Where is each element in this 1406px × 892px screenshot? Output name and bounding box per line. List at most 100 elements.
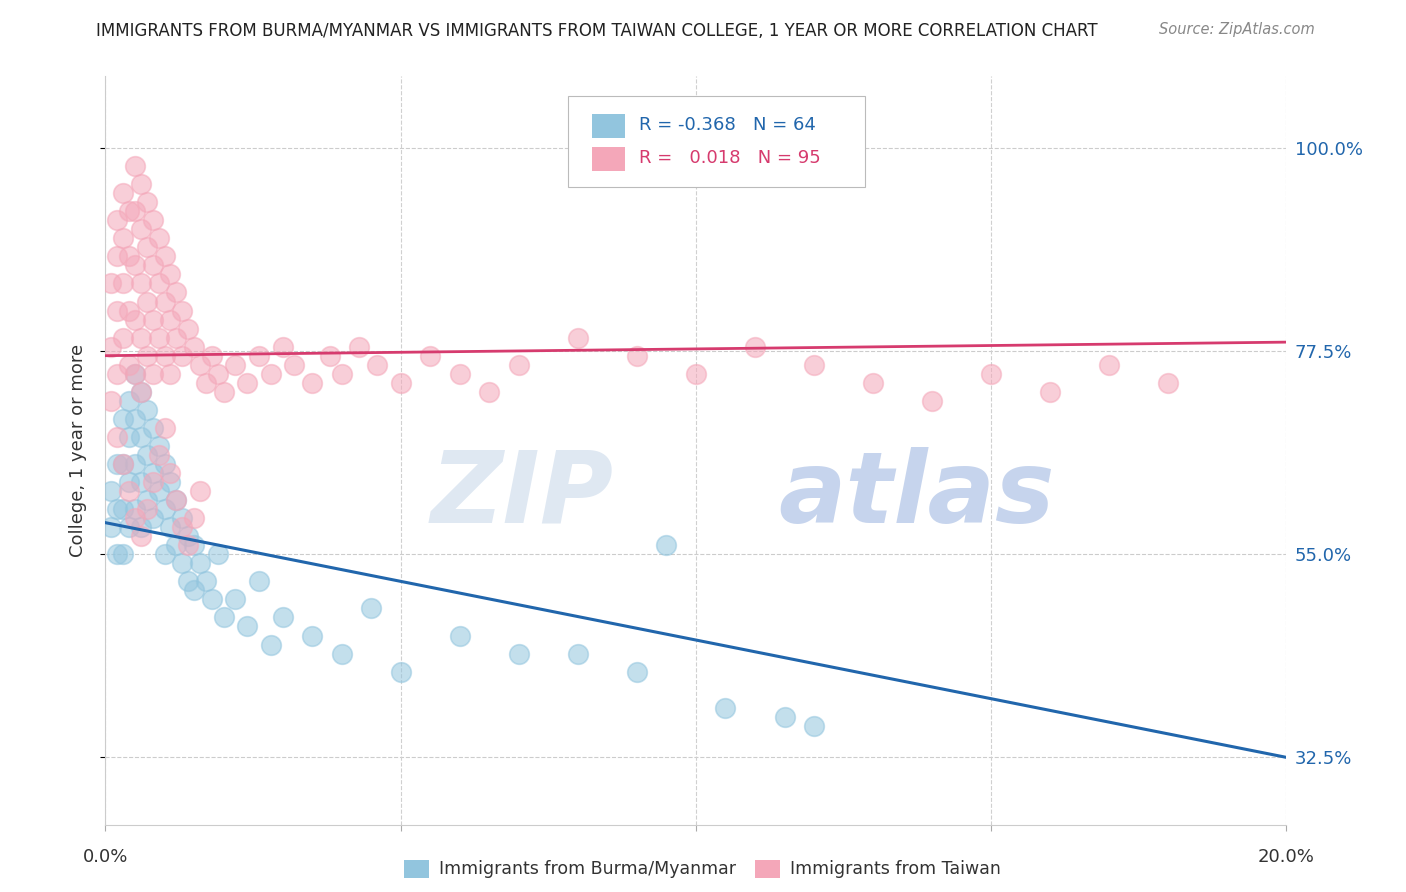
Point [980, 367, 1002, 381]
Point [142, 466, 165, 480]
Point [183, 511, 205, 525]
Point [105, 430, 128, 444]
Point [105, 547, 128, 561]
Point [159, 466, 181, 480]
Point [142, 259, 165, 273]
Text: R = -0.368   N = 64: R = -0.368 N = 64 [640, 116, 815, 134]
Point [118, 358, 141, 372]
Point [247, 349, 270, 363]
Point [655, 538, 678, 552]
Point [172, 557, 194, 571]
Point [567, 330, 589, 344]
Point [124, 367, 146, 381]
Point [135, 502, 157, 516]
Point [172, 520, 194, 534]
Point [183, 538, 205, 552]
Point [188, 484, 211, 499]
Point [142, 367, 165, 381]
Point [165, 493, 187, 508]
Point [366, 358, 388, 372]
Point [349, 340, 371, 354]
Point [135, 448, 157, 462]
Point [124, 502, 146, 516]
Point [129, 384, 152, 399]
Point [260, 638, 283, 652]
Point [118, 520, 141, 534]
Point [118, 249, 141, 263]
Point [135, 493, 157, 508]
Point [319, 349, 342, 363]
Point [129, 520, 152, 534]
Point [224, 358, 246, 372]
Point [177, 538, 200, 552]
Point [129, 222, 152, 236]
Point [247, 574, 270, 589]
Text: 0.0%: 0.0% [83, 847, 128, 865]
Point [159, 475, 181, 489]
Point [567, 647, 589, 661]
Point [508, 647, 530, 661]
FancyBboxPatch shape [592, 147, 626, 171]
Point [172, 349, 194, 363]
Point [153, 349, 176, 363]
Point [105, 367, 128, 381]
Point [135, 240, 157, 254]
Point [142, 213, 165, 227]
Point [124, 412, 146, 426]
Point [685, 367, 707, 381]
Point [100, 393, 122, 408]
Text: Source: ZipAtlas.com: Source: ZipAtlas.com [1159, 22, 1315, 37]
Point [177, 574, 200, 589]
Point [773, 710, 796, 724]
Point [124, 312, 146, 326]
Point [100, 484, 122, 499]
Point [118, 393, 141, 408]
Point [236, 619, 259, 633]
FancyBboxPatch shape [568, 96, 865, 186]
Point [148, 439, 170, 453]
Point [129, 475, 152, 489]
Point [1039, 384, 1062, 399]
Point [112, 277, 135, 291]
Point [153, 547, 176, 561]
Point [271, 610, 294, 624]
Point [159, 312, 181, 326]
Text: ZIP: ZIP [430, 447, 613, 544]
Point [165, 493, 187, 508]
Point [100, 277, 122, 291]
Point [153, 457, 176, 471]
Point [803, 358, 825, 372]
Point [508, 358, 530, 372]
Point [118, 430, 141, 444]
Point [301, 628, 323, 642]
Point [260, 367, 283, 381]
Text: IMMIGRANTS FROM BURMA/MYANMAR VS IMMIGRANTS FROM TAIWAN COLLEGE, 1 YEAR OR MORE : IMMIGRANTS FROM BURMA/MYANMAR VS IMMIGRA… [96, 22, 1097, 40]
Point [271, 340, 294, 354]
Point [118, 303, 141, 318]
Point [194, 574, 217, 589]
Point [135, 402, 157, 417]
Point [129, 529, 152, 543]
Point [159, 520, 181, 534]
Point [112, 457, 135, 471]
FancyBboxPatch shape [592, 114, 626, 138]
Point [153, 249, 176, 263]
Point [1098, 358, 1121, 372]
Point [129, 177, 152, 191]
Point [921, 393, 943, 408]
Point [124, 511, 146, 525]
Point [153, 294, 176, 309]
Point [105, 249, 128, 263]
Point [201, 349, 224, 363]
Point [301, 376, 323, 390]
Point [389, 665, 412, 679]
Point [100, 520, 122, 534]
Point [862, 376, 884, 390]
Point [153, 421, 176, 435]
Point [112, 457, 135, 471]
Point [129, 384, 152, 399]
Point [188, 358, 211, 372]
Point [148, 448, 170, 462]
Point [135, 195, 157, 210]
Point [105, 457, 128, 471]
